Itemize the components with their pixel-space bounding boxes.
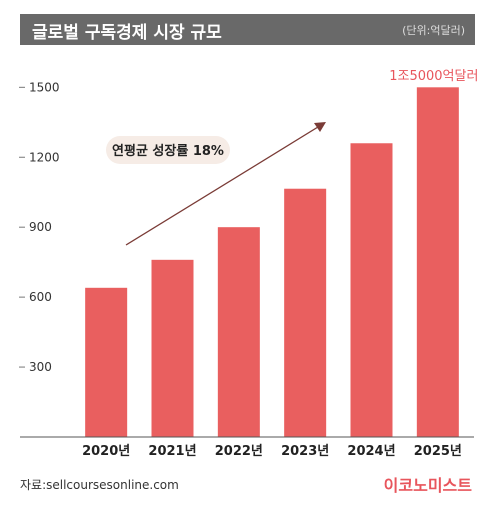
x-tick-label: 2024년 xyxy=(347,444,395,459)
bar xyxy=(284,188,327,437)
annotations: 연평균 성장률 18% 1조5000억달러 xyxy=(106,69,478,246)
growth-pill xyxy=(106,136,230,164)
trend-arrow-line xyxy=(125,126,319,246)
growth-annotation: 연평균 성장률 18% xyxy=(112,143,224,159)
x-tick-label: 2022년 xyxy=(215,444,263,459)
y-tick-label: 600 xyxy=(29,290,52,304)
y-tick-label: 900 xyxy=(29,220,52,234)
chart-title: 글로벌 구독경제 시장 규모 xyxy=(32,23,222,43)
y-axis: 300 600 900 1200 1500 xyxy=(19,80,60,374)
unit-label: (단위:억달러) xyxy=(402,24,465,37)
y-tick-label: 1500 xyxy=(29,80,60,94)
bar xyxy=(85,287,128,437)
peak-annotation: 1조5000억달러 xyxy=(389,69,478,84)
bar xyxy=(151,259,194,437)
y-tick-label: 300 xyxy=(29,360,52,374)
trend-arrow-head xyxy=(314,122,326,132)
y-tick-label: 1200 xyxy=(29,150,60,164)
bar xyxy=(416,87,459,437)
bars xyxy=(85,87,459,437)
x-tick-label: 2021년 xyxy=(148,444,196,459)
x-tick-label: 2025년 xyxy=(414,444,462,459)
x-axis-labels: 2020년 2021년 2022년 2023년 2024년 2025년 xyxy=(82,444,462,459)
title-bar: 글로벌 구독경제 시장 규모 (단위:억달러) xyxy=(20,14,475,45)
source-note: 자료:sellcoursesonline.com xyxy=(20,478,179,492)
x-tick-label: 2023년 xyxy=(281,444,329,459)
x-tick-label: 2020년 xyxy=(82,444,130,459)
bar xyxy=(350,143,393,437)
brand-logo: 이코노미스트 xyxy=(383,476,472,495)
bar xyxy=(217,227,260,437)
